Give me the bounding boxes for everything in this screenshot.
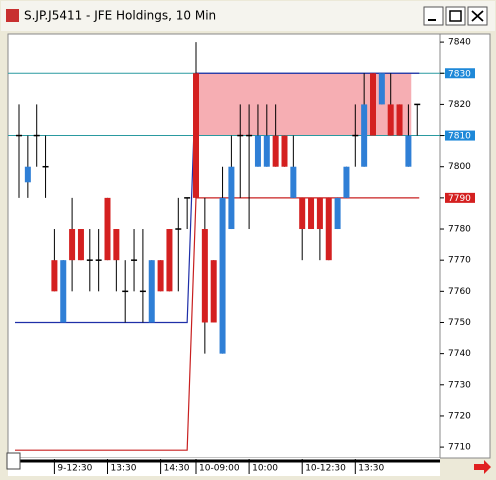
candle-body [308,197,315,230]
candle-body [60,260,67,323]
title-bar [1,1,495,31]
x-tick-label: 10:00 [252,464,278,474]
candle-body [193,73,199,198]
candle-body [254,135,261,167]
y-tick-label: 7780 [448,225,471,235]
app-icon [6,9,19,22]
x-tick-label: 10-09:00 [199,464,240,474]
candle-body [334,197,341,230]
candle-body [272,135,279,167]
price-marker-label: 7790 [448,194,471,204]
candle-body [281,135,288,167]
y-tick-label: 7840 [448,38,471,48]
y-tick-label: 7750 [448,318,471,328]
candle-body [263,135,270,167]
candle-body [290,166,297,198]
y-tick-label: 7820 [448,100,471,110]
x-tick-label: 13:30 [111,464,137,474]
candle-body [378,73,385,105]
price-marker-label: 7830 [448,69,471,79]
y-tick-label: 7770 [448,256,471,266]
candle-body [201,229,208,323]
candle-body [113,229,120,261]
candle-body [343,166,350,198]
x-tick-label: 9-12:30 [57,464,92,474]
candle-body [219,197,226,354]
candle-body [24,166,31,183]
x-tick-label: 14:30 [164,464,190,474]
y-tick-label: 7720 [448,411,471,421]
candle-body [316,197,323,230]
candle-body [325,197,332,261]
candle-body [210,260,217,323]
price-axis [439,33,491,459]
candle-body [51,260,58,292]
candle-body [148,260,155,323]
scroll-box[interactable] [6,452,21,470]
y-tick-label: 7710 [448,443,471,453]
y-tick-label: 7730 [448,380,471,390]
x-tick-label: 13:30 [358,464,384,474]
candle-body [361,104,368,167]
candle-body [387,104,394,136]
price-marker-label: 7810 [448,132,471,142]
y-tick-label: 7800 [448,162,471,172]
y-tick-label: 7740 [448,349,471,359]
candle-body [166,229,173,292]
price-marker [445,68,475,79]
window-title: S.JP.J5411 - JFE Holdings, 10 Min [24,9,216,23]
close-button[interactable] [467,6,488,26]
candle-body [157,260,164,292]
y-tick-label: 7760 [448,287,471,297]
candle-body [370,73,376,136]
candle-body [104,197,111,261]
x-tick-label: 10-12:30 [305,464,346,474]
indicator-line [15,72,420,324]
candle-body [69,229,76,261]
candle-body [405,135,412,167]
candle-body [228,166,235,230]
candle-body [396,104,403,136]
candle-body [77,229,84,261]
minimize-button[interactable] [423,6,444,26]
price-marker [445,130,475,141]
indicator-line [15,197,420,451]
maximize-button[interactable] [445,6,466,26]
scroll-right-arrow[interactable] [474,460,491,474]
price-marker [445,192,475,203]
zone [194,73,412,136]
candle-body [299,197,306,230]
